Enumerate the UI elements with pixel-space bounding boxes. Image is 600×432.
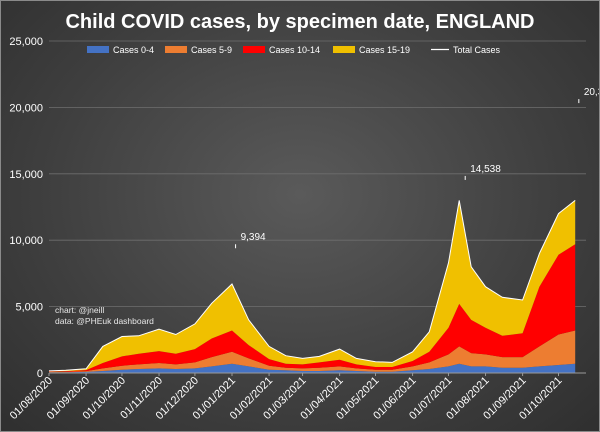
legend-label: Total Cases (453, 45, 501, 55)
legend-label: Cases 0-4 (113, 45, 154, 55)
legend-swatch (87, 46, 109, 53)
y-tick-label: 15,000 (9, 169, 43, 181)
area-series-cases-10-14 (49, 244, 576, 372)
area-series-cases-0-4 (49, 363, 576, 373)
series-areas (49, 200, 576, 373)
annotations: 9,394 14,538 20,325 (235, 87, 599, 249)
chart-title: Child COVID cases, by specimen date, ENG… (65, 11, 534, 33)
legend-label: Cases 10-14 (269, 45, 320, 55)
legend-label: Cases 15-19 (359, 45, 410, 55)
y-tick-label: 10,000 (9, 235, 43, 247)
legend-swatch (165, 46, 187, 53)
y-tick-label: 20,000 (9, 102, 43, 114)
total-line (48, 200, 576, 372)
y-tick-label: 5,000 (15, 302, 43, 314)
legend-swatch (243, 46, 265, 53)
annotation-label: 14,538 (470, 164, 501, 175)
chart-note: data: @PHEuk dashboard (55, 316, 154, 326)
line-total-cases (48, 200, 576, 372)
area-series-cases-5-9 (49, 330, 576, 373)
y-tick-label: 25,000 (9, 36, 43, 48)
y-tick-label: 0 (37, 368, 43, 380)
legend-swatch (333, 46, 355, 53)
annotation-label: 9,394 (241, 232, 266, 243)
area-series-cases-15-19 (49, 200, 576, 372)
chart-note: chart: @jneill (55, 305, 104, 315)
legend: Cases 0-4 Cases 5-9 Cases 10-14 Cases 15-19… (87, 45, 501, 55)
legend-label: Cases 5-9 (191, 45, 232, 55)
annotation-label: 20,325 (584, 87, 599, 98)
